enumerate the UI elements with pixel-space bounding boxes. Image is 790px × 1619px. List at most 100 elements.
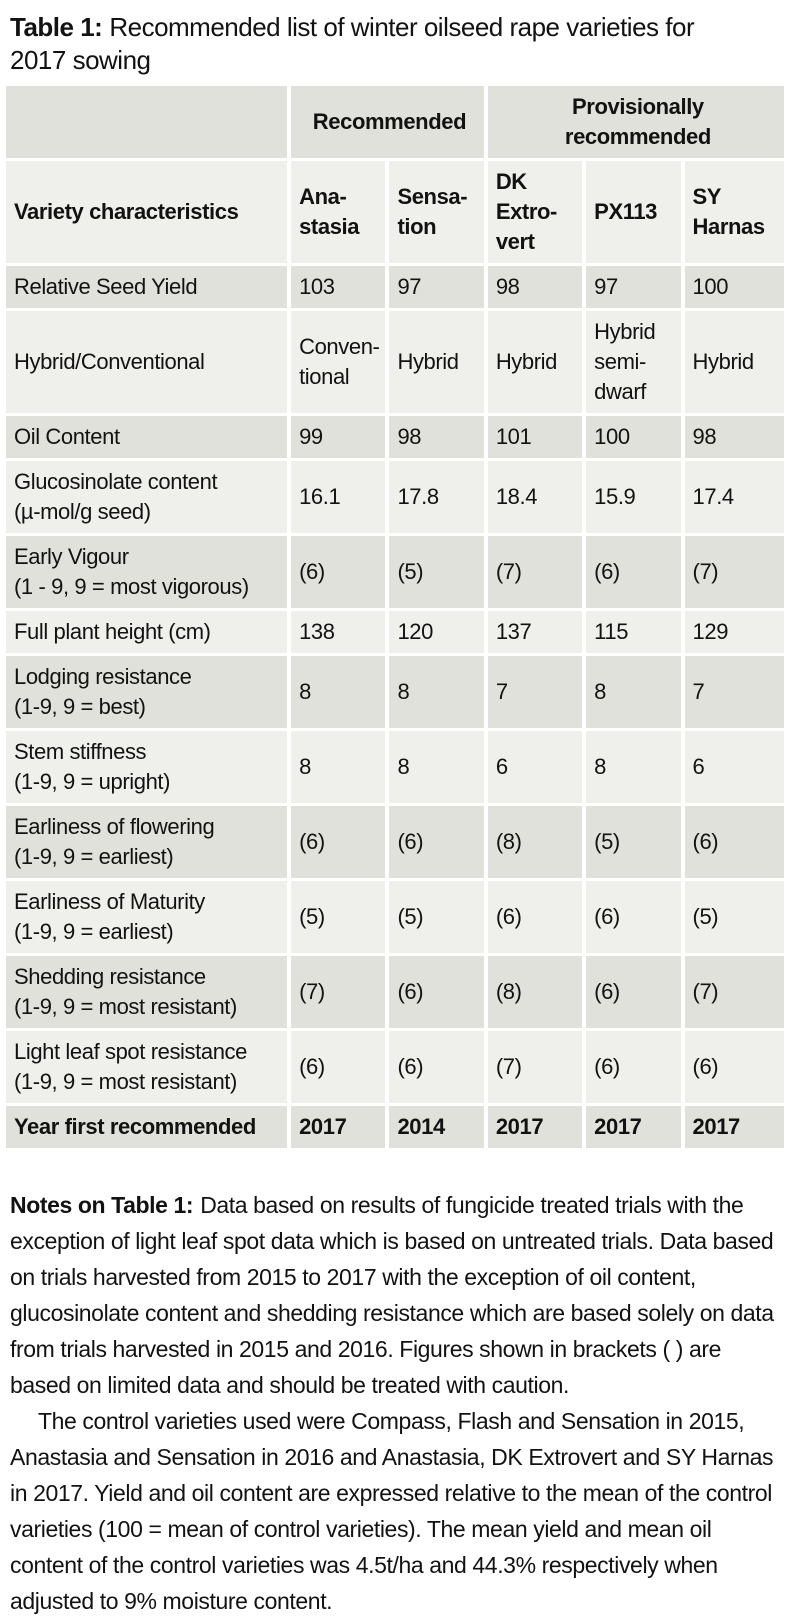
table-cell: (7) (684, 956, 784, 1028)
table-cell: (7) (487, 536, 583, 608)
table-cell: (7) (684, 536, 784, 608)
varieties-table: Recommended Provisionally recommended Va… (2, 83, 788, 1151)
table-cell: 97 (586, 266, 681, 308)
column-header-px113: PX113 (586, 161, 681, 263)
row-label: Hybrid/Conventional (6, 311, 288, 413)
table-cell: (6) (586, 956, 681, 1028)
table-row: Shedding resistance (1-9, 9 = most resis… (6, 956, 784, 1028)
table-cell: 6 (487, 731, 583, 803)
table-row: Earliness of flowering (1-9, 9 = earlies… (6, 806, 784, 878)
table-cell: 2017 (586, 1106, 681, 1148)
table-cell: (6) (389, 1031, 484, 1103)
table-cell: Conven- tional (291, 311, 386, 413)
table-row: Relative Seed Yield 103 97 98 97 100 (6, 266, 784, 308)
table-cell: (6) (586, 881, 681, 953)
group-header-recommended: Recommended (291, 86, 484, 158)
table-row: Lodging resistance (1-9, 9 = best) 8 8 7… (6, 656, 784, 728)
table-cell: 8 (291, 731, 386, 803)
notes-paragraph-1: Notes on Table 1: Data based on results o… (10, 1187, 780, 1403)
table-number-label: Table 1: (10, 12, 103, 42)
column-header-anastasia: Ana- stasia (291, 161, 386, 263)
column-header-sensation: Sensa- tion (389, 161, 484, 263)
table-cell: 7 (684, 656, 784, 728)
table-cell: 98 (684, 416, 784, 458)
table-cell: 8 (291, 656, 386, 728)
table-row: Glucosinolate content (µ-mol/g seed) 16.… (6, 461, 784, 533)
table-cell: 97 (389, 266, 484, 308)
row-label: Earliness of Maturity (1-9, 9 = earliest… (6, 881, 288, 953)
column-header-variety-characteristics: Variety characteristics (6, 161, 288, 263)
table-cell: 2017 (684, 1106, 784, 1148)
row-label: Glucosinolate content (µ-mol/g seed) (6, 461, 288, 533)
row-label: Lodging resistance (1-9, 9 = best) (6, 656, 288, 728)
table-cell: (7) (291, 956, 386, 1028)
table-cell: 98 (389, 416, 484, 458)
column-header-sy-harnas: SY Harnas (684, 161, 784, 263)
table-cell: 103 (291, 266, 386, 308)
table-cell: 138 (291, 611, 386, 653)
table-cell: 100 (586, 416, 681, 458)
table-row: Stem stiffness (1-9, 9 = upright) 8 8 6 … (6, 731, 784, 803)
table-cell: (6) (389, 806, 484, 878)
table-cell: Hybrid (487, 311, 583, 413)
table-cell: Hybrid (389, 311, 484, 413)
row-label: Year first recommended (6, 1106, 288, 1148)
table-cell: (5) (389, 881, 484, 953)
column-header-dk-extrovert: DK Extro- vert (487, 161, 583, 263)
table-cell: (6) (291, 806, 386, 878)
table-cell: (6) (291, 536, 386, 608)
table-cell: 2017 (487, 1106, 583, 1148)
table-cell: 16.1 (291, 461, 386, 533)
notes-text-2: The control varieties used were Compass,… (10, 1408, 774, 1614)
table-cell: 17.4 (684, 461, 784, 533)
row-label: Relative Seed Yield (6, 266, 288, 308)
table-cell: 99 (291, 416, 386, 458)
table-cell: (6) (487, 881, 583, 953)
row-label: Early Vigour (1 - 9, 9 = most vigorous) (6, 536, 288, 608)
table-cell: 15.9 (586, 461, 681, 533)
row-label: Full plant height (cm) (6, 611, 288, 653)
table-cell: (8) (487, 806, 583, 878)
table-cell: (8) (487, 956, 583, 1028)
row-label: Earliness of flowering (1-9, 9 = earlies… (6, 806, 288, 878)
table-cell: 101 (487, 416, 583, 458)
table-cell: (6) (389, 956, 484, 1028)
table-cell: 7 (487, 656, 583, 728)
table-cell: 120 (389, 611, 484, 653)
table-row: Hybrid/Conventional Conven- tional Hybri… (6, 311, 784, 413)
table-cell: 137 (487, 611, 583, 653)
table-cell: 98 (487, 266, 583, 308)
table-cell: 2017 (291, 1106, 386, 1148)
table-cell: 6 (684, 731, 784, 803)
table-cell: (6) (586, 1031, 681, 1103)
table-cell: 129 (684, 611, 784, 653)
table-cell: 18.4 (487, 461, 583, 533)
group-header-row: Recommended Provisionally recommended (6, 86, 784, 158)
table-row: Light leaf spot resistance (1-9, 9 = mos… (6, 1031, 784, 1103)
table-cell: 8 (389, 731, 484, 803)
row-label: Light leaf spot resistance (1-9, 9 = mos… (6, 1031, 288, 1103)
table-cell: 8 (586, 656, 681, 728)
table-cell: 8 (389, 656, 484, 728)
table-cell: (7) (487, 1031, 583, 1103)
table-row: Full plant height (cm) 138 120 137 115 1… (6, 611, 784, 653)
row-label: Oil Content (6, 416, 288, 458)
page-title: Table 1: Recommended list of winter oilse… (0, 0, 790, 83)
table-row: Early Vigour (1 - 9, 9 = most vigorous) … (6, 536, 784, 608)
row-label: Stem stiffness (1-9, 9 = upright) (6, 731, 288, 803)
table-cell: (5) (389, 536, 484, 608)
table-title-text: Recommended list of winter oilseed rape … (10, 12, 695, 75)
table-cell: 115 (586, 611, 681, 653)
table-cell: 100 (684, 266, 784, 308)
table-cell: 8 (586, 731, 681, 803)
corner-cell (6, 86, 288, 158)
table-cell: (6) (684, 1031, 784, 1103)
table-row-year-first-recommended: Year first recommended 2017 2014 2017 20… (6, 1106, 784, 1148)
notes-text-1: Data based on results of fungicide treat… (10, 1192, 774, 1398)
table-cell: (5) (291, 881, 386, 953)
row-label: Shedding resistance (1-9, 9 = most resis… (6, 956, 288, 1028)
table-cell: (6) (291, 1031, 386, 1103)
notes-section: Notes on Table 1: Data based on results o… (0, 1187, 790, 1619)
column-header-row: Variety characteristics Ana- stasia Sens… (6, 161, 784, 263)
